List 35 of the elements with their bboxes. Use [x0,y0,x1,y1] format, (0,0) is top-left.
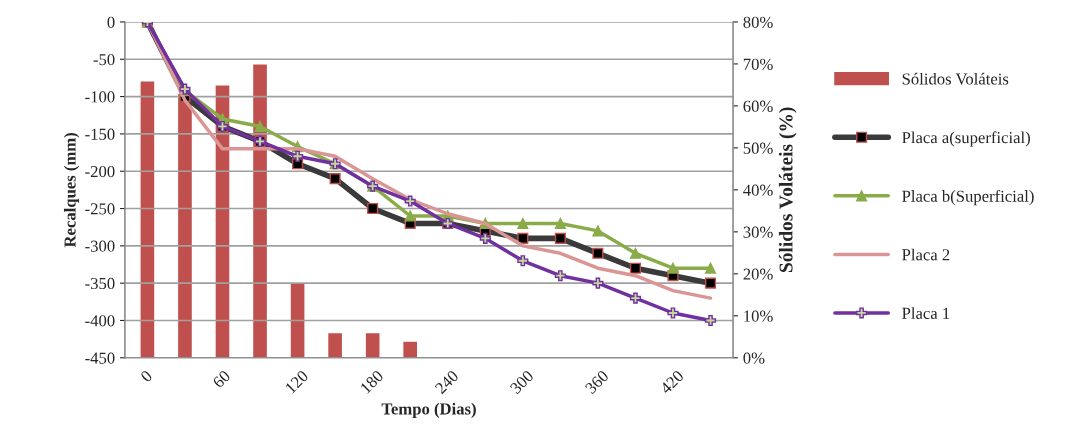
y2-tick-label: 60% [743,100,773,112]
x-tick-label: 0 [139,369,153,383]
x-tick-label: 120 [284,369,309,394]
y2-tick-label: 30% [743,226,773,238]
x-tick-label: 60 [212,369,231,389]
y-tick-label: -50 [93,53,115,66]
x-tick-label: 360 [584,369,610,395]
y2-tick-label: 0% [743,352,765,364]
legend-label: Placa a(superficial) [902,131,1030,147]
x-tick-label: 240 [434,369,460,395]
y2-axis-title: Sólidos Voláteis (%) [778,107,797,273]
y-tick-label: -150 [85,128,115,140]
x-axis-title: Tempo (Dias) [381,402,476,418]
legend-label: Placa 1 [902,307,950,319]
x-tick-label: 300 [509,369,535,395]
y-tick-label: -100 [85,91,115,103]
y-tick-label: -450 [85,352,115,364]
x-tick-label: 420 [659,369,685,395]
y-tick-label: -300 [85,240,115,252]
x-tick-label: 180 [359,369,384,394]
y2-tick-label: 80% [743,16,773,28]
y2-tick-label: 40% [743,184,773,196]
y2-tick-label: 20% [743,268,773,280]
legend-label: Placa b(Superficial) [902,189,1034,206]
y2-tick-label: 10% [744,310,773,322]
y-axis-title: Recalques (mm) [63,132,80,248]
legend-label: Sólidos Voláteis [902,72,1009,85]
y2-tick-label: 50% [743,142,773,154]
y-tick-label: -400 [85,315,115,327]
y-tick-label: 0 [107,16,115,28]
y-tick-label: -250 [85,203,115,215]
y-tick-label: -200 [85,165,115,178]
y-tick-label: -350 [85,277,115,290]
legend-label: Placa 2 [902,248,950,261]
y2-tick-label: 70% [743,58,773,70]
